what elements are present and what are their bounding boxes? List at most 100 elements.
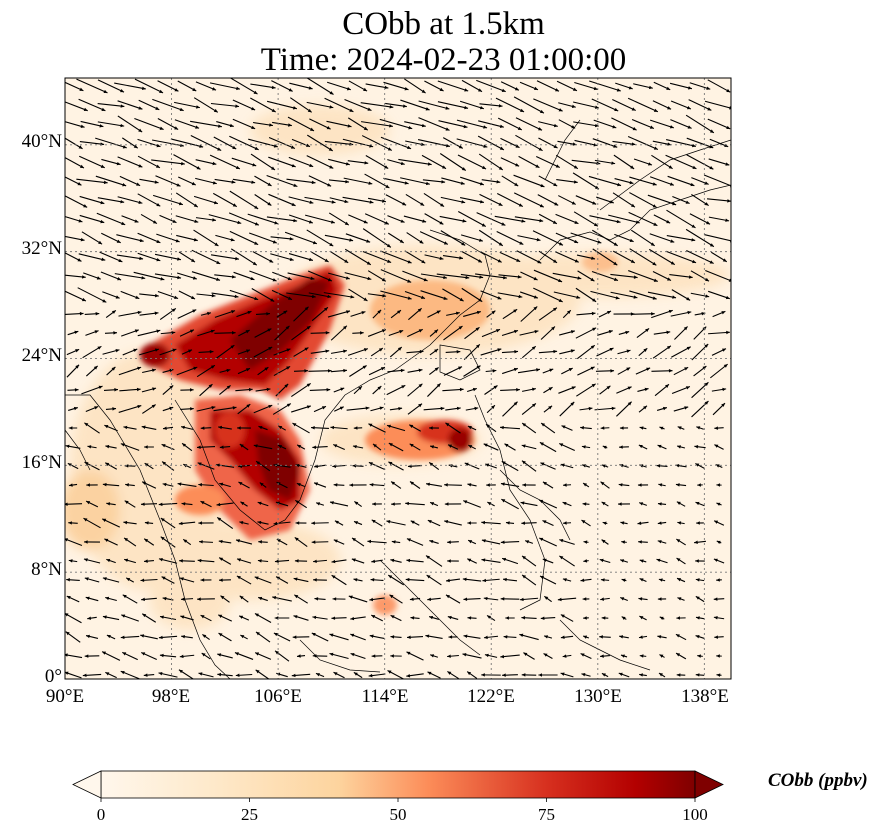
wind-vector [520,271,538,281]
wind-vector [180,615,194,621]
wind-vector [175,215,199,223]
wind-vector [599,635,611,639]
wind-vector [313,559,327,564]
wind-vector [407,403,423,415]
wind-vector [140,634,158,640]
wind-vector [383,81,409,91]
wind-vector [345,233,371,243]
wind-vector [104,538,118,546]
wind-vector [65,671,82,679]
wind-vector [618,502,630,506]
wind-vector [101,518,121,528]
wind-vector [80,120,104,128]
wind-vector [696,521,704,525]
wind-vector [671,385,691,395]
wind-vector [501,349,519,354]
wind-vector [573,211,599,227]
wind-vector [330,425,348,430]
wind-vector [423,192,445,208]
wind-vector [179,577,195,583]
wind-vector [688,99,712,111]
lon-tick-label: 122°E [467,686,515,707]
wind-vector [420,290,448,300]
wind-vector [538,137,558,149]
wind-vector [311,521,329,525]
wind-vector [379,118,413,130]
wind-vector [611,117,637,131]
wind-vector [697,483,703,487]
wind-vector [657,502,667,506]
wind-vector [674,326,688,340]
wind-vector [407,368,423,373]
wind-vector [200,426,212,430]
wind-vector [538,349,558,354]
wind-vector [85,634,99,639]
wind-vector [274,650,290,662]
wind-vector [690,270,710,282]
wind-vector [429,445,439,449]
wind-vector [124,558,136,564]
wind-vector [118,310,142,317]
wind-vector [254,194,272,206]
wind-vector [465,406,479,411]
wind-vector [480,251,502,263]
wind-vector [708,158,730,166]
wind-vector [294,537,308,547]
wind-vector [712,402,726,416]
wind-vector [219,384,231,396]
wind-vector [713,616,725,620]
wind-vector [65,156,85,169]
wind-vector [428,615,440,620]
wind-vector [689,213,711,225]
wind-vector [404,290,426,300]
wind-vector [389,346,403,358]
wind-vector [347,348,369,356]
wind-vector [139,311,159,316]
wind-vector [714,444,724,450]
wind-vector [214,274,236,279]
wind-vector [442,387,464,392]
wind-vector [217,672,233,677]
wind-vector [694,311,706,316]
wind-vector [314,597,326,601]
wind-vector [387,574,405,586]
wind-vector [79,155,105,169]
wind-vector [162,368,174,373]
wind-vector [215,234,235,242]
wind-vector [196,364,216,378]
wind-vector [427,310,441,318]
lon-tick-label: 106°E [254,686,302,707]
wind-vector [669,82,693,90]
wind-vector [369,634,385,640]
wind-vector [633,158,653,166]
wind-vector [543,405,553,413]
wind-vector [195,159,217,166]
wind-vector [596,347,614,357]
wind-vector [346,406,370,411]
wind-vector [179,559,195,563]
wind-vector [591,270,619,282]
wind-vector [713,558,725,564]
wind-vector [670,100,692,110]
wind-vector [438,120,468,129]
wind-vector [456,138,488,148]
wind-vector [137,155,161,169]
wind-vector [232,118,256,130]
wind-vector [467,539,477,545]
wind-vector [467,521,477,525]
wind-vector [638,502,648,506]
wind-vector [328,272,350,280]
wind-vector [124,500,136,508]
wind-vector [87,616,97,620]
wind-vector [313,405,327,413]
wind-vector [570,232,602,244]
wind-vector [619,559,629,563]
wind-vector [691,343,709,361]
wind-vector [638,347,648,357]
wind-vector [685,114,715,134]
wind-vector [288,214,314,224]
lon-tick-label: 130°E [574,686,622,707]
wind-vector [350,311,366,317]
wind-vector [329,633,349,641]
wind-vector [372,502,382,506]
